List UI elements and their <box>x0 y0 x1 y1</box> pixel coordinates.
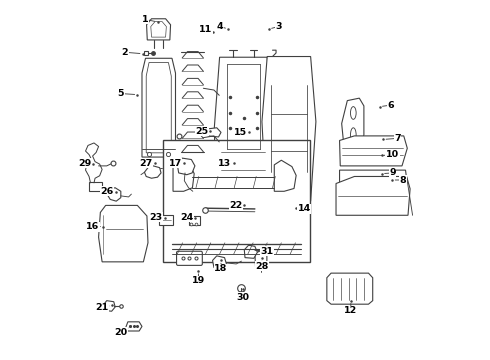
Text: 19: 19 <box>192 276 205 285</box>
Text: 22: 22 <box>229 201 243 210</box>
Text: 20: 20 <box>114 328 127 337</box>
Text: 6: 6 <box>387 101 393 110</box>
Text: 25: 25 <box>196 127 209 136</box>
Polygon shape <box>173 159 194 191</box>
Bar <box>189 216 200 225</box>
Text: 1: 1 <box>142 15 149 24</box>
Polygon shape <box>147 19 171 40</box>
Polygon shape <box>214 57 272 198</box>
Text: 27: 27 <box>139 158 152 167</box>
Polygon shape <box>340 136 407 166</box>
Text: 31: 31 <box>260 247 273 256</box>
Polygon shape <box>151 22 166 37</box>
Text: 17: 17 <box>169 158 182 167</box>
Text: 13: 13 <box>218 158 231 167</box>
Polygon shape <box>255 251 267 267</box>
Text: 8: 8 <box>400 176 406 185</box>
Text: 7: 7 <box>394 134 401 143</box>
Text: 4: 4 <box>217 22 223 31</box>
Polygon shape <box>262 57 316 201</box>
Text: 29: 29 <box>78 158 91 167</box>
Polygon shape <box>274 160 296 191</box>
Text: 26: 26 <box>100 187 113 196</box>
Text: 3: 3 <box>275 22 282 31</box>
Polygon shape <box>146 63 171 153</box>
Polygon shape <box>145 166 161 178</box>
Text: 16: 16 <box>86 222 99 231</box>
Polygon shape <box>340 170 407 184</box>
FancyBboxPatch shape <box>176 251 202 265</box>
Polygon shape <box>336 176 410 215</box>
Polygon shape <box>213 256 227 269</box>
Text: 15: 15 <box>234 128 247 137</box>
Text: 5: 5 <box>118 89 124 98</box>
Polygon shape <box>177 158 195 175</box>
Polygon shape <box>107 188 121 201</box>
Ellipse shape <box>350 128 356 142</box>
Polygon shape <box>342 98 364 152</box>
Text: 18: 18 <box>214 264 228 273</box>
Bar <box>163 140 310 262</box>
Text: 14: 14 <box>297 204 311 213</box>
Text: 24: 24 <box>180 212 194 221</box>
Text: 12: 12 <box>344 306 358 315</box>
Text: 11: 11 <box>199 24 212 33</box>
Polygon shape <box>327 273 373 304</box>
Polygon shape <box>208 128 221 137</box>
Text: 23: 23 <box>149 212 163 221</box>
Bar <box>89 183 102 191</box>
Ellipse shape <box>350 107 356 119</box>
Polygon shape <box>126 322 142 331</box>
Text: 30: 30 <box>237 293 250 302</box>
Text: 9: 9 <box>389 168 396 177</box>
Text: 28: 28 <box>255 262 269 271</box>
Polygon shape <box>103 301 115 311</box>
Polygon shape <box>142 58 175 157</box>
Polygon shape <box>245 245 257 258</box>
Text: 2: 2 <box>122 48 128 57</box>
Text: 21: 21 <box>96 303 109 312</box>
Text: 10: 10 <box>386 150 399 159</box>
Polygon shape <box>98 206 148 262</box>
Bar <box>159 215 173 225</box>
